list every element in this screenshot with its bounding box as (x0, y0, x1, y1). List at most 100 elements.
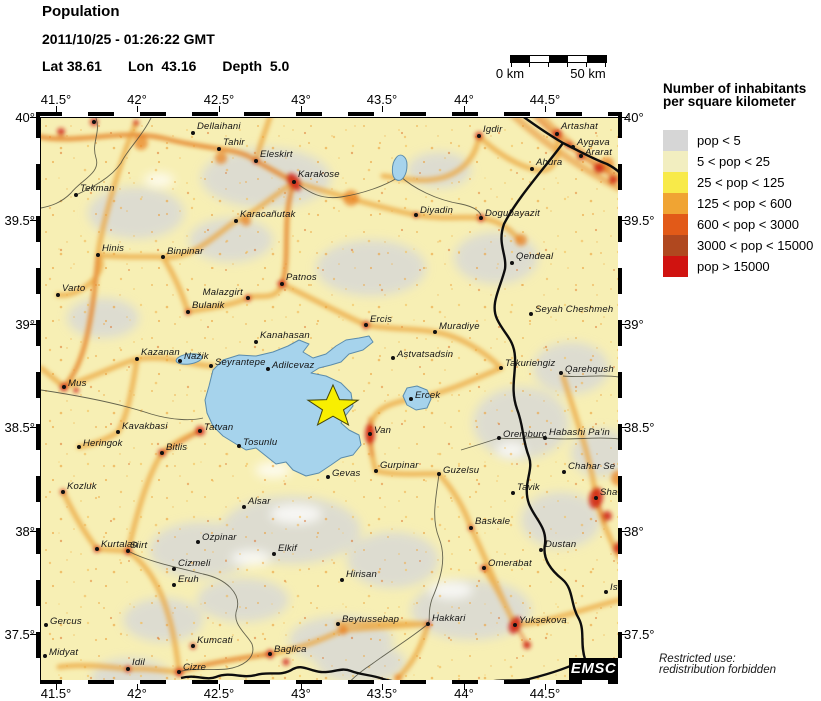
y-axis-label-right: 40° (624, 110, 644, 125)
event-datetime: 2011/10/25 - 01:26:22 GMT (42, 31, 215, 47)
city-label: Tatvan (204, 422, 234, 433)
city-dot (437, 472, 441, 476)
city-dot (217, 147, 221, 151)
city-dot (135, 357, 139, 361)
city-dot (172, 583, 176, 587)
city-dot (95, 547, 99, 551)
city-dot (172, 567, 176, 571)
city-label: Muradiye (439, 321, 480, 332)
city-label: Guzelsu (443, 465, 480, 476)
x-axis-label-top: 44.5° (529, 92, 561, 107)
city-dot (426, 622, 430, 626)
restricted-note: Restricted use: redistribution forbidden (659, 653, 776, 676)
city-label: Seyrantepe (215, 357, 266, 368)
legend-label: 600 < pop < 3000 (697, 217, 799, 232)
city-dot (177, 670, 181, 674)
city-dot (237, 444, 241, 448)
legend-label: pop > 15000 (697, 259, 770, 274)
city-label: Dustan (545, 539, 577, 550)
frame-bottom (36, 680, 622, 684)
city-label: Astvatsadsin (397, 349, 454, 360)
legend-entry: 3000 < pop < 15000 (663, 235, 813, 256)
x-axis-label-top: 43.5° (366, 92, 398, 107)
city-label: Hirisan (346, 569, 377, 580)
event-lon: Lon 43.16 (127, 58, 197, 74)
city-dot (510, 261, 514, 265)
city-dot (469, 526, 473, 530)
city-dot (191, 644, 195, 648)
scalebar-segment (568, 56, 587, 62)
x-axis-tick (56, 684, 57, 690)
city-label: Malazgirt (202, 287, 243, 298)
city-label: Ahura (536, 157, 563, 168)
city-label: Kavakbasi (122, 421, 168, 432)
legend-entry: pop > 15000 (663, 256, 813, 277)
city-label: Kanahasan (260, 330, 310, 341)
city-label: Dellaihani (197, 121, 241, 132)
event-depth: Depth 5.0 (222, 58, 290, 74)
y-axis-tick (622, 117, 628, 118)
city-dot (56, 293, 60, 297)
city-label: Diyadin (420, 205, 454, 216)
city-label: Igdir (483, 124, 503, 135)
legend-title-line1: Number of inhabitants (663, 81, 807, 96)
star-shape (306, 383, 360, 426)
city-dot (482, 566, 486, 570)
x-axis-label-bottom: 44.5° (529, 686, 561, 701)
y-axis-label-right: 39.5° (624, 213, 655, 228)
y-axis-tick (622, 324, 628, 325)
frame-top (36, 112, 622, 116)
y-axis-label-right: 38° (624, 524, 644, 539)
y-axis-label-right: 38.5° (624, 420, 655, 435)
city-dot (414, 213, 418, 217)
y-axis-label-right: 39° (624, 317, 644, 332)
city-dot (254, 159, 258, 163)
legend-label: 25 < pop < 125 (697, 175, 785, 190)
city-label: Hinis (102, 243, 125, 254)
legend-swatch (663, 235, 688, 256)
y-axis-tick (622, 531, 628, 532)
legend-swatch (663, 256, 688, 277)
city-label: Midyat (49, 647, 79, 658)
city-dot (191, 131, 195, 135)
city-dot (340, 578, 344, 582)
legend-entries: pop < 5 5 < pop < 25 25 < pop < 125 125 < p… (663, 130, 813, 277)
scalebar-tick (511, 63, 512, 67)
city-label: Varto (62, 283, 86, 294)
y-axis-label-left: 38.5° (4, 420, 35, 435)
event-coordinates: Lat 38.61 Lon 43.16 Depth 5.0 (42, 58, 315, 74)
x-axis-tick (301, 684, 302, 690)
legend-label: pop < 5 (697, 133, 741, 148)
scalebar-segments (511, 56, 606, 62)
city-label: Gercus (50, 616, 82, 627)
city-dot (268, 652, 272, 656)
restricted-line1: Restricted use: (659, 653, 736, 665)
scalebar-tick (567, 63, 568, 67)
city-label: Ercek (415, 390, 441, 401)
city-dot (499, 366, 503, 370)
city-dot (96, 253, 100, 257)
y-axis-tick (30, 220, 36, 221)
legend-swatch (663, 193, 688, 214)
x-axis-tick (137, 106, 138, 112)
city-dot (178, 359, 182, 363)
city-label: Nažik (184, 351, 209, 362)
x-axis-tick (382, 106, 383, 112)
city-dot (594, 496, 598, 500)
x-axis-label-bottom: 43.5° (366, 686, 398, 701)
city-dot (116, 430, 120, 434)
x-axis-label-bottom: 44° (454, 686, 474, 701)
city-label: Kurtalan (101, 539, 138, 550)
city-dot (543, 436, 547, 440)
city-label: Chahar Se (568, 461, 616, 472)
x-axis-tick (219, 684, 220, 690)
city-dot (161, 255, 165, 259)
city-dot (77, 445, 81, 449)
city-label: Bulanik (192, 300, 225, 311)
city-dot (292, 180, 296, 184)
city-label: Yuksekova (519, 615, 567, 626)
city-dot (604, 590, 608, 594)
x-axis-label-top: 44° (454, 92, 474, 107)
y-axis-label-left: 39° (15, 317, 35, 332)
city-dot (364, 323, 368, 327)
